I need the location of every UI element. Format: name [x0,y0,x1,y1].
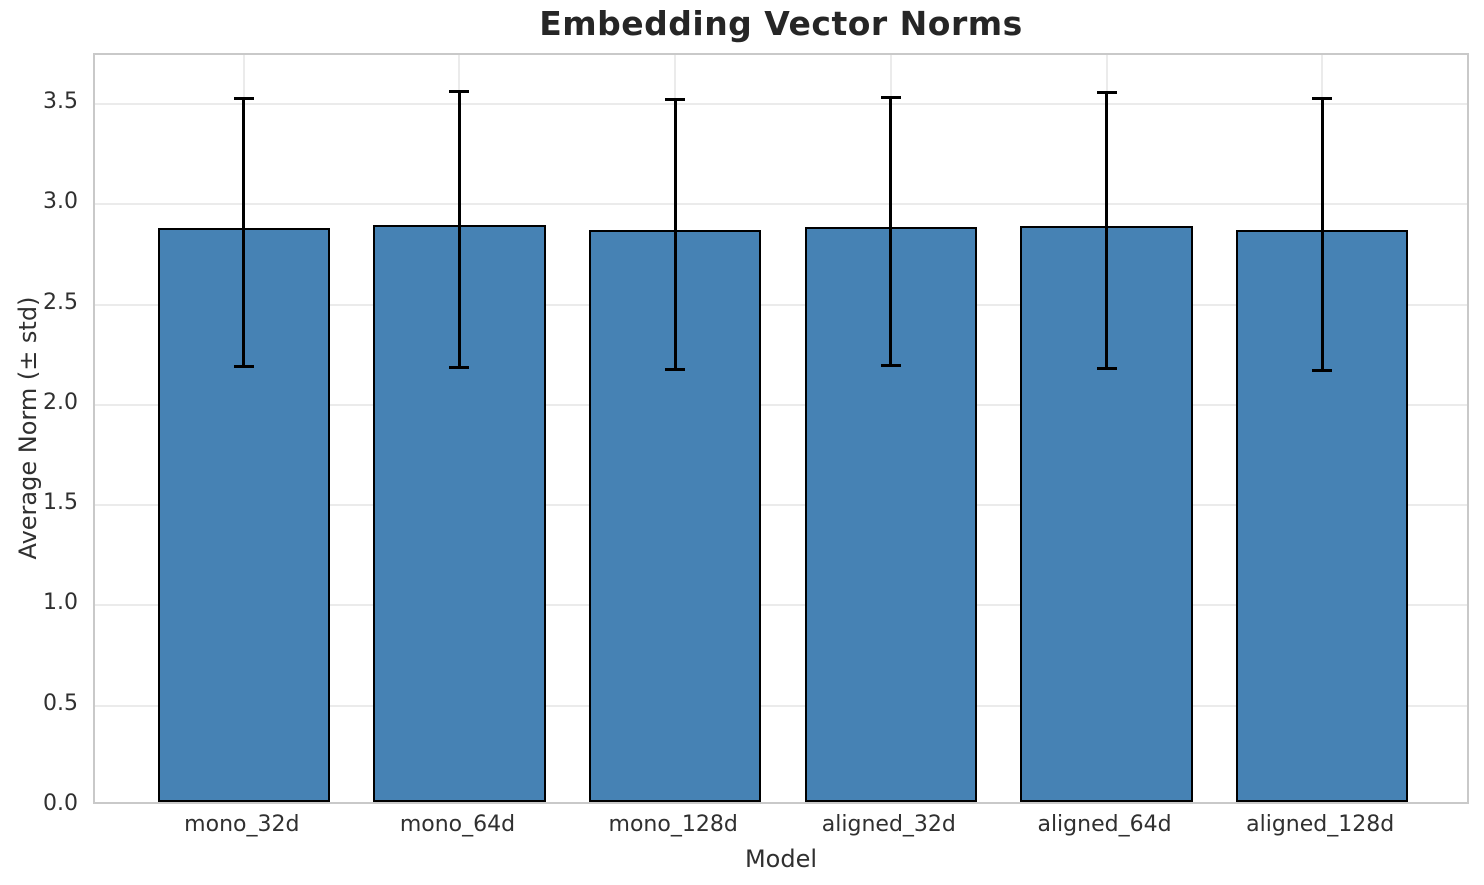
h-gridline [95,203,1467,206]
error-cap-top-mono_32d [233,96,254,100]
x-tick-label-aligned_32d: aligned_32d [821,812,956,837]
x-tick-label-aligned_64d: aligned_64d [1037,812,1172,837]
x-tick-label-mono_128d: mono_128d [608,812,738,837]
y-tick-label: 2.0 [43,389,78,415]
error-cap-bottom-mono_128d [665,368,686,372]
h-gridline [95,504,1467,507]
bar-aligned_32d [804,227,978,802]
h-gridline [95,403,1467,406]
chart-title: Embedding Vector Norms [539,4,1023,43]
error-bar-aligned_32d [889,97,893,366]
x-tick-label-aligned_128d: aligned_128d [1246,812,1395,837]
error-bar-aligned_128d [1320,98,1324,371]
x-axis-label: Model [744,845,818,873]
y-tick-label: 1.5 [43,490,78,516]
h-gridline [95,604,1467,607]
h-gridline [95,303,1467,306]
error-cap-bottom-mono_64d [449,366,470,370]
error-cap-bottom-mono_32d [233,365,254,369]
x-tick-label-mono_32d: mono_32d [184,812,300,837]
y-tick-label: 3.5 [43,89,78,115]
error-bar-aligned_64d [1105,92,1108,369]
error-cap-top-aligned_128d [1312,96,1333,100]
error-cap-top-mono_128d [665,97,686,101]
h-gridline [95,103,1467,106]
error-cap-bottom-aligned_128d [1312,369,1333,373]
y-tick-label: 1.0 [43,590,78,616]
error-cap-bottom-aligned_64d [1096,367,1117,371]
h-gridline [95,704,1467,707]
y-axis-label: Average Norm (± std) [14,296,42,560]
y-tick-label: 0.0 [43,791,78,816]
error-bar-mono_32d [242,98,246,367]
x-tick-label-mono_64d: mono_64d [399,812,516,837]
y-tick-label: 3.0 [43,189,78,215]
plot-area [93,53,1469,804]
error-bar-mono_128d [673,99,677,370]
error-cap-top-aligned_32d [880,95,901,99]
error-cap-bottom-aligned_32d [880,364,901,368]
y-tick-label: 2.5 [43,289,78,315]
y-tick-label: 0.5 [43,690,78,716]
error-cap-top-mono_64d [449,89,470,93]
error-bar-mono_64d [457,91,461,368]
error-cap-top-aligned_64d [1096,90,1117,94]
